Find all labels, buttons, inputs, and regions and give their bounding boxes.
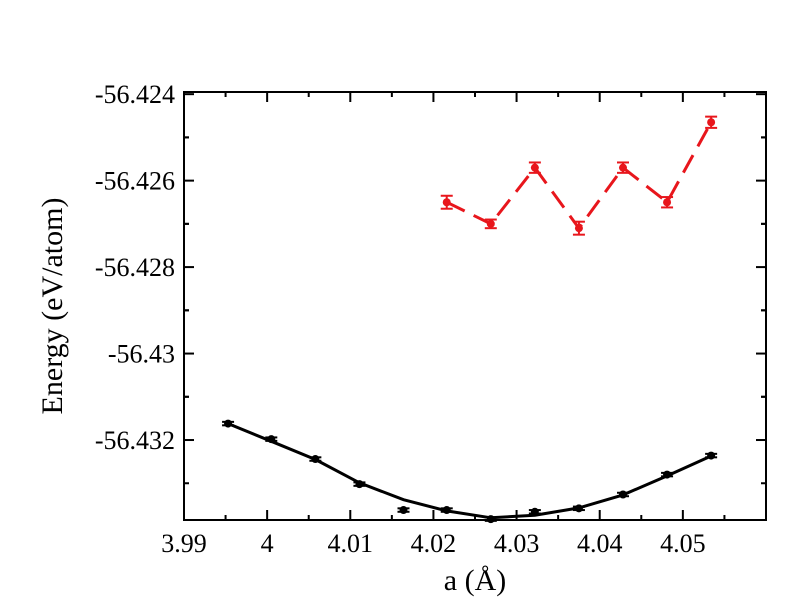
data-point: [574, 504, 583, 513]
plot-frame: [183, 91, 767, 521]
series-2-line: [446, 121, 713, 231]
data-point: [663, 470, 672, 479]
data-point: [530, 163, 539, 172]
ticks-layer: 3.99 4 4.01 4.02 4.03 4.04 4.05 -56.424 -56.426 -…: [95, 80, 766, 558]
x-tick-label: 4.03: [494, 529, 540, 558]
series-1-line: [227, 422, 712, 520]
x-tick-label: 4.05: [660, 529, 706, 558]
data-point: [267, 435, 276, 444]
series-layer: [222, 115, 718, 524]
data-point: [663, 198, 672, 207]
data-point: [486, 219, 495, 228]
y-tick-label: -56.432: [95, 426, 175, 455]
y-tick-label: -56.43: [108, 340, 175, 369]
data-point: [707, 118, 716, 127]
data-point: [442, 198, 451, 207]
data-point: [442, 506, 451, 515]
data-point: [618, 490, 627, 499]
x-axis-label: a (Å): [444, 564, 506, 597]
data-point: [311, 455, 320, 464]
x-tick-label: 4.02: [411, 529, 457, 558]
y-tick-label: -56.428: [95, 253, 175, 282]
series-2: [440, 115, 718, 236]
x-tick-label: 4.04: [577, 529, 623, 558]
data-point: [530, 507, 539, 516]
x-tick-label: 3.99: [161, 529, 207, 558]
data-point: [574, 224, 583, 233]
y-tick-label: -56.426: [95, 167, 175, 196]
data-point: [224, 419, 233, 428]
y-axis-label: Energy (eV/atom): [36, 198, 69, 415]
data-point: [707, 451, 716, 460]
x-tick-label: 4.01: [328, 529, 374, 558]
y-tick-label: -56.424: [95, 80, 175, 109]
x-tick-label: 4: [261, 529, 274, 558]
data-point: [486, 515, 495, 524]
data-point: [399, 506, 408, 515]
series-1: [222, 419, 718, 524]
data-point: [618, 163, 627, 172]
data-point: [355, 480, 364, 489]
